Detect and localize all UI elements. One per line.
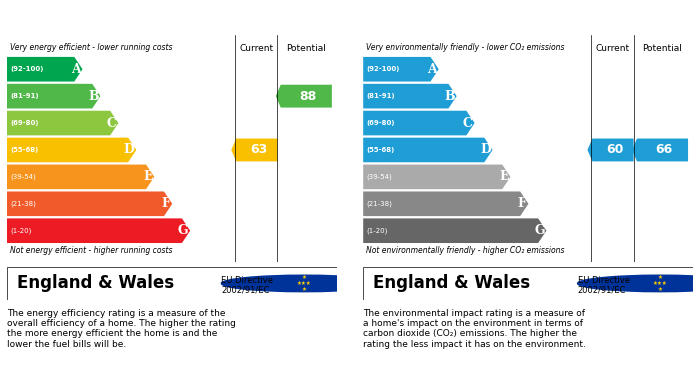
Polygon shape [7,84,101,108]
Text: A: A [427,63,437,76]
Text: (1-20): (1-20) [367,228,388,234]
Text: 88: 88 [300,90,316,103]
Text: (21-38): (21-38) [367,201,393,207]
Polygon shape [363,84,456,108]
Text: England & Wales: England & Wales [373,274,530,292]
Text: 2002/91/EC: 2002/91/EC [578,285,626,294]
Polygon shape [7,165,154,189]
Text: F: F [162,197,171,210]
Text: C: C [107,117,117,129]
Text: Current: Current [596,45,630,54]
Text: Not environmentally friendly - higher CO₂ emissions: Not environmentally friendly - higher CO… [367,246,565,255]
Polygon shape [363,219,547,243]
Text: (92-100): (92-100) [10,66,43,72]
Text: C: C [463,117,473,129]
Polygon shape [363,57,439,82]
Text: G: G [534,224,545,237]
Text: Environmental Impact (CO₂) Rating: Environmental Impact (CO₂) Rating [370,11,616,24]
Text: Not energy efficient - higher running costs: Not energy efficient - higher running co… [10,246,173,255]
Text: G: G [178,224,188,237]
Text: Very energy efficient - lower running costs: Very energy efficient - lower running co… [10,43,173,52]
Polygon shape [7,57,83,82]
Text: Potential: Potential [643,45,682,54]
Polygon shape [363,192,528,216]
Text: The energy efficiency rating is a measure of the
overall efficiency of a home. T: The energy efficiency rating is a measur… [7,308,236,349]
Text: (39-54): (39-54) [367,174,392,180]
Circle shape [221,275,386,292]
Text: EU Directive: EU Directive [578,276,629,285]
Text: (81-91): (81-91) [367,93,395,99]
Circle shape [578,275,700,292]
Polygon shape [7,111,118,135]
Text: 63: 63 [250,143,267,156]
Polygon shape [363,138,493,162]
Text: D: D [480,143,491,156]
Text: England & Wales: England & Wales [17,274,174,292]
Text: (92-100): (92-100) [367,66,400,72]
Text: (81-91): (81-91) [10,93,39,99]
Text: Current: Current [240,45,274,54]
Text: E: E [143,170,153,183]
Text: E: E [499,170,509,183]
Text: Very environmentally friendly - lower CO₂ emissions: Very environmentally friendly - lower CO… [367,43,565,52]
Polygon shape [231,138,277,161]
Polygon shape [7,138,136,162]
Text: 2002/91/EC: 2002/91/EC [221,285,270,294]
Text: A: A [71,63,81,76]
Text: (21-38): (21-38) [10,201,36,207]
Text: (69-80): (69-80) [367,120,395,126]
Polygon shape [363,111,475,135]
Text: Energy Efficiency Rating: Energy Efficiency Rating [13,11,186,24]
Polygon shape [632,138,688,161]
Text: (1-20): (1-20) [10,228,32,234]
Text: The environmental impact rating is a measure of
a home's impact on the environme: The environmental impact rating is a mea… [363,308,586,349]
Text: 60: 60 [606,143,624,156]
Polygon shape [276,85,332,108]
Text: B: B [88,90,99,103]
Polygon shape [363,165,510,189]
Text: ★
★★★
★: ★ ★★★ ★ [652,275,667,292]
Polygon shape [587,138,634,161]
Text: (55-68): (55-68) [10,147,38,153]
Text: (69-80): (69-80) [10,120,38,126]
Polygon shape [7,219,190,243]
Text: (39-54): (39-54) [10,174,36,180]
Polygon shape [7,192,172,216]
Text: ★
★★★
★: ★ ★★★ ★ [297,275,311,292]
Text: Potential: Potential [286,45,326,54]
Text: EU Directive: EU Directive [221,276,274,285]
Text: 66: 66 [655,143,673,156]
Text: (55-68): (55-68) [367,147,395,153]
Text: F: F [518,197,527,210]
Text: D: D [124,143,134,156]
Text: B: B [444,90,455,103]
